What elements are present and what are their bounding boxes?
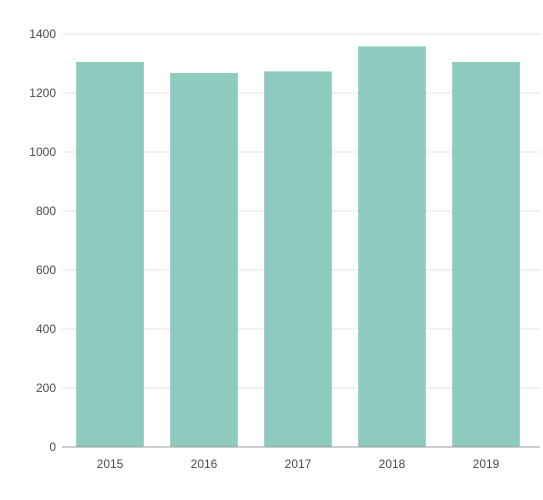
y-tick-label-1000: 1000 [29, 145, 56, 159]
x-tick-label-2015: 2015 [97, 457, 124, 471]
y-tick-label-800: 800 [36, 204, 56, 218]
y-tick-label-600: 600 [36, 263, 56, 277]
bar-2018 [358, 46, 426, 447]
y-tick-label-400: 400 [36, 322, 56, 336]
bar-2019 [452, 62, 520, 448]
x-tick-label-2017: 2017 [285, 457, 312, 471]
y-tick-label-1200: 1200 [29, 86, 56, 100]
x-tick-label-2018: 2018 [379, 457, 406, 471]
bar-2017 [264, 71, 332, 447]
x-tick-label-2016: 2016 [191, 457, 218, 471]
x-tick-labels: 2015 2016 2017 2018 2019 [97, 457, 500, 471]
bar-2015 [76, 62, 144, 448]
y-tick-label-1400: 1400 [29, 27, 56, 41]
bars [76, 46, 520, 448]
y-tick-label-0: 0 [49, 440, 56, 454]
bar-2016 [170, 72, 238, 447]
y-tick-labels: 0 200 400 600 800 1000 1200 1400 [29, 27, 56, 454]
x-tick-label-2019: 2019 [473, 457, 500, 471]
y-tick-label-200: 200 [36, 381, 56, 395]
